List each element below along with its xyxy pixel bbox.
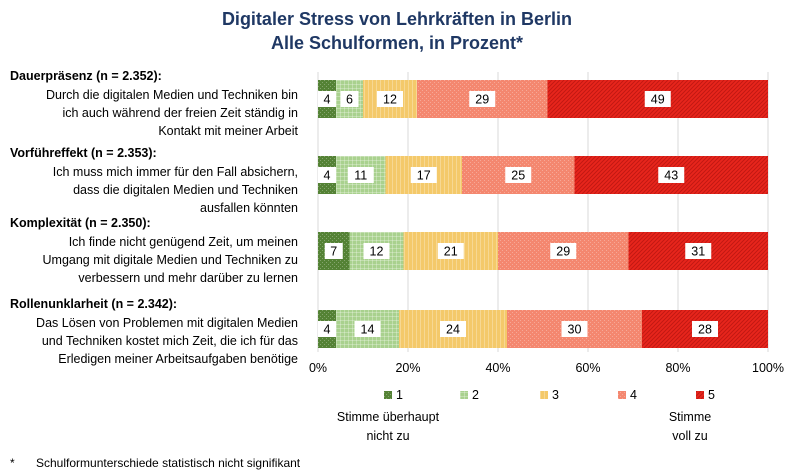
- data-label: 28: [698, 323, 712, 337]
- data-label-box: [318, 321, 336, 337]
- category-description-line: Durch die digitalen Medien und Techniken…: [45, 88, 298, 102]
- legend-label: 2: [472, 388, 479, 402]
- data-label-box: [437, 243, 464, 259]
- data-label: 7: [330, 245, 337, 259]
- data-label-box: [469, 91, 496, 107]
- legend-swatch: [618, 391, 626, 399]
- data-label-box: [318, 91, 336, 107]
- legend-label: 5: [708, 388, 715, 402]
- x-tick-label: 40%: [485, 361, 510, 375]
- scale-anchor-low: Stimme überhaupt nicht zu: [318, 408, 458, 446]
- data-label-box: [440, 321, 466, 337]
- category-description-line: ich auch während der freien Zeit ständig…: [62, 106, 298, 120]
- x-tick-label: 80%: [665, 361, 690, 375]
- category-description-line: Kontakt mit meiner Arbeit: [158, 124, 298, 138]
- legend-label: 1: [396, 388, 403, 402]
- data-label: 24: [446, 323, 460, 337]
- data-label-box: [354, 321, 381, 337]
- data-label: 11: [354, 169, 367, 183]
- chart-title: Digitaler Stress von Lehrkräften in Berl…: [221, 9, 573, 29]
- data-label: 6: [346, 93, 353, 107]
- category-description-4: Das Lösen von Problemen mit digitalen Me…: [0, 314, 298, 368]
- data-label: 12: [383, 93, 397, 107]
- data-label: 29: [475, 93, 489, 107]
- data-label-box: [347, 167, 374, 183]
- data-label-box: [644, 91, 671, 107]
- category-description-2: Ich muss mich immer für den Fall absiche…: [0, 163, 298, 217]
- data-label: 21: [444, 245, 458, 259]
- data-label-box: [561, 321, 588, 337]
- data-label-box: [318, 167, 336, 183]
- data-label: 49: [651, 93, 665, 107]
- category-description-line: Erledigen meiner Arbeitsaufgaben benötig…: [58, 352, 298, 366]
- data-label: 14: [361, 323, 375, 337]
- category-heading-2: Vorführeffekt (n = 2.353):: [10, 146, 157, 160]
- x-tick-label: 20%: [395, 361, 420, 375]
- data-label-box: [658, 167, 685, 183]
- legend-swatch: [384, 391, 392, 399]
- category-heading-3: Komplexität (n = 2.350):: [10, 216, 151, 230]
- footnote-marker: *: [10, 456, 15, 470]
- category-heading-1: Dauerpräsenz (n = 2.352):: [10, 69, 162, 83]
- x-tick-label: 100%: [752, 361, 784, 375]
- scale-anchor-low-line: nicht zu: [366, 429, 410, 443]
- data-label: 30: [568, 323, 582, 337]
- legend-swatch: [696, 391, 704, 399]
- data-label: 17: [417, 169, 431, 183]
- category-description-line: dass die digitalen Medien und Techniken: [73, 183, 298, 197]
- footnote-text: Schulformunterschiede statistisch nicht …: [36, 456, 301, 470]
- scale-anchor-high: Stimme voll zu: [650, 408, 730, 446]
- data-label: 43: [664, 169, 678, 183]
- data-label-box: [377, 91, 403, 107]
- data-label: 12: [370, 245, 384, 259]
- data-label-box: [363, 243, 390, 259]
- data-label: 25: [511, 169, 525, 183]
- x-tick-label: 0%: [309, 361, 327, 375]
- category-description-1: Durch die digitalen Medien und Techniken…: [0, 86, 298, 140]
- data-label-box: [410, 167, 437, 183]
- data-label: 29: [556, 245, 570, 259]
- legend-label: 3: [552, 388, 559, 402]
- data-label: 4: [324, 323, 331, 337]
- category-description-line: und Techniken kostet mich Zeit, die ich …: [41, 334, 298, 348]
- chart-subtitle: Alle Schulformen, in Prozent*: [270, 33, 524, 53]
- legend-swatch: [540, 391, 548, 399]
- data-label-box: [692, 321, 718, 337]
- category-description-line: Ich muss mich immer für den Fall absiche…: [52, 165, 298, 179]
- scale-anchor-low-line: Stimme überhaupt: [336, 410, 440, 424]
- category-description-line: Ich finde nicht genügend Zeit, um meinen: [68, 235, 298, 249]
- legend-label: 4: [630, 388, 637, 402]
- category-description-3: Ich finde nicht genügend Zeit, um meinen…: [0, 233, 298, 287]
- data-label-box: [550, 243, 577, 259]
- data-label-box: [324, 243, 343, 259]
- category-description-line: verbessern und mehr darüber zu lernen: [78, 271, 298, 285]
- data-label-box: [340, 91, 359, 107]
- category-description-line: ausfallen könnten: [200, 201, 298, 215]
- data-label-box: [505, 167, 532, 183]
- legend-swatch: [460, 391, 468, 399]
- x-tick-label: 60%: [575, 361, 600, 375]
- category-description-line: Umgang mit digitale Medien und Techniken…: [42, 253, 298, 267]
- category-description-line: Das Lösen von Problemen mit digitalen Me…: [36, 316, 298, 330]
- scale-anchor-high-line: voll zu: [672, 429, 708, 443]
- scale-anchor-high-line: Stimme: [668, 410, 712, 424]
- data-label: 31: [691, 245, 705, 259]
- data-label: 4: [324, 93, 331, 107]
- category-heading-4: Rollenunklarheit (n = 2.342):: [10, 297, 178, 311]
- data-label: 4: [324, 169, 331, 183]
- data-label-box: [685, 243, 712, 259]
